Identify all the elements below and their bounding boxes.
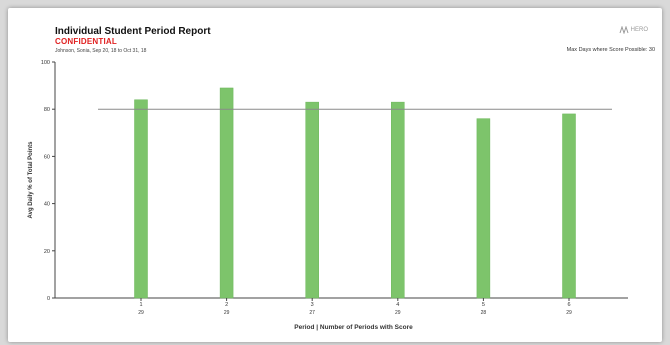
y-axis-label: Avg Daily % of Total Points — [28, 141, 34, 219]
y-tick-label: 20 — [44, 249, 50, 255]
y-tick-label: 0 — [47, 296, 50, 302]
x-tick-label: 5 — [482, 302, 485, 308]
x-tick-label: 4 — [396, 302, 399, 308]
bar-period-6 — [562, 113, 576, 299]
max-days-note: Max Days where Score Possible: 30 — [566, 47, 655, 53]
x-count-label: 28 — [481, 310, 487, 316]
x-tick-label: 6 — [567, 302, 570, 308]
report-card: Individual Student Period Report CONFIDE… — [8, 8, 662, 342]
x-count-label: 29 — [224, 310, 230, 316]
x-count-label: 29 — [566, 310, 572, 316]
y-tick-label: 80 — [44, 107, 50, 113]
y-tick-label: 60 — [44, 154, 50, 160]
x-axis-label: Period | Number of Periods with Score — [294, 324, 413, 331]
x-count-label: 29 — [138, 310, 144, 316]
x-count-label: 27 — [309, 310, 315, 316]
report-subtitle: Johnson, Sonia, Sep 20, 18 to Oct 31, 18 — [55, 48, 147, 54]
bar-period-4 — [391, 101, 405, 299]
logo-icon — [619, 25, 629, 35]
hero-logo: HERO — [619, 25, 648, 35]
confidential-label: CONFIDENTIAL — [55, 37, 117, 46]
y-tick-label: 100 — [41, 60, 50, 66]
bar-period-2 — [219, 87, 234, 299]
x-tick-label: 1 — [139, 302, 142, 308]
bar-period-3 — [305, 101, 319, 299]
report-title: Individual Student Period Report — [55, 26, 211, 37]
logo-text: HERO — [630, 27, 648, 33]
bar-period-1 — [134, 99, 148, 299]
y-tick-label: 40 — [44, 202, 50, 208]
x-tick-label: 3 — [311, 302, 314, 308]
bar-period-5 — [476, 118, 491, 299]
x-tick-label: 2 — [225, 302, 228, 308]
x-count-label: 29 — [395, 310, 401, 316]
